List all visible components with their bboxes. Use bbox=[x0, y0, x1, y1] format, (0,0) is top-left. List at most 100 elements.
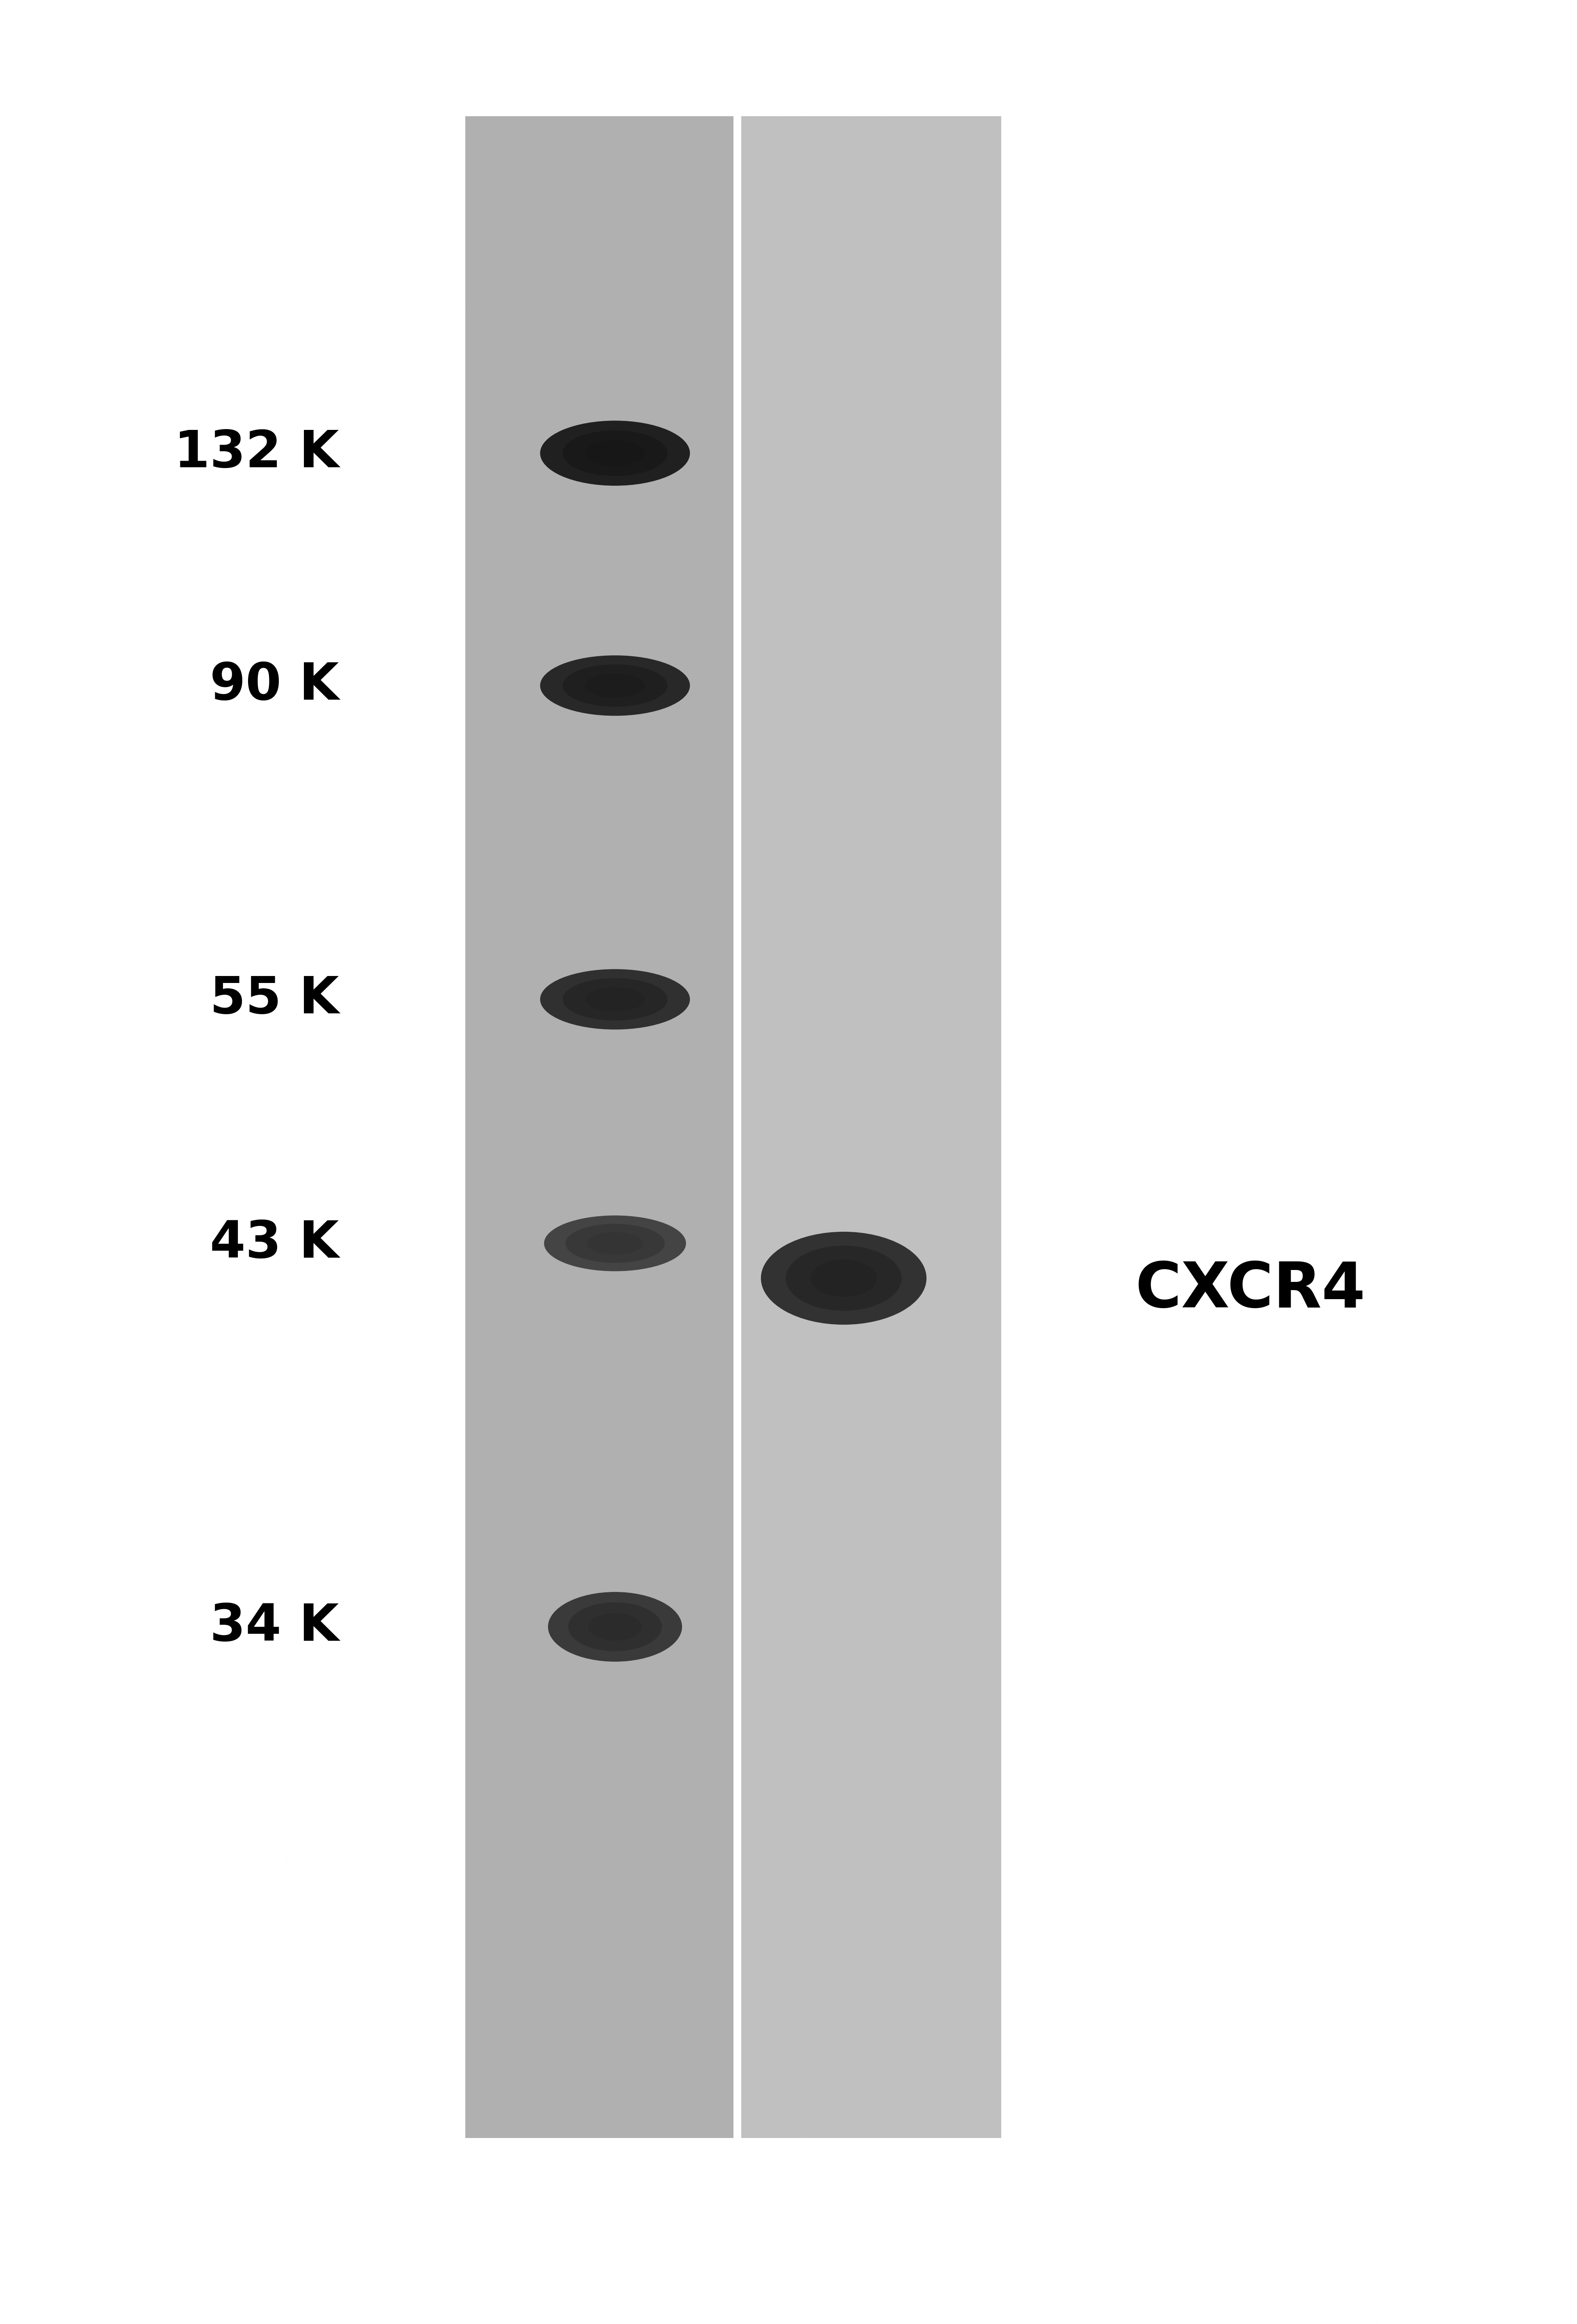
Point bbox=[1415, 0, 1440, 23]
Point bbox=[1374, 1188, 1399, 1225]
Point bbox=[981, 181, 1006, 218]
Point bbox=[121, 695, 147, 732]
Point bbox=[208, 1336, 233, 1373]
Point bbox=[1500, 279, 1525, 316]
Point bbox=[284, 1810, 309, 1848]
Point bbox=[115, 1959, 140, 1996]
Point bbox=[298, 1590, 323, 1627]
Point bbox=[924, 865, 949, 902]
Point bbox=[844, 2092, 869, 2129]
Point bbox=[613, 641, 639, 679]
Point bbox=[71, 1922, 96, 1959]
Point bbox=[487, 263, 513, 300]
Point bbox=[656, 1032, 681, 1069]
Point bbox=[736, 1525, 762, 1562]
Point bbox=[1462, 1987, 1487, 2024]
Point bbox=[63, 1504, 88, 1541]
Point bbox=[943, 1659, 968, 1697]
Point bbox=[913, 572, 938, 609]
Point bbox=[811, 776, 836, 813]
Point bbox=[1392, 1455, 1418, 1492]
Point bbox=[1028, 1808, 1053, 1845]
Point bbox=[490, 1099, 516, 1136]
Point bbox=[341, 1146, 366, 1183]
Point bbox=[1426, 1446, 1451, 1483]
Point bbox=[273, 128, 298, 165]
Point bbox=[1131, 860, 1156, 897]
Point bbox=[792, 1050, 817, 1088]
Point bbox=[99, 1490, 125, 1527]
Point bbox=[1169, 411, 1194, 449]
Point bbox=[994, 753, 1019, 790]
Point bbox=[964, 978, 989, 1016]
Point bbox=[741, 1785, 766, 1822]
Point bbox=[28, 2008, 54, 2045]
Point bbox=[1184, 744, 1210, 781]
Point bbox=[1058, 1376, 1083, 1413]
Point bbox=[1126, 2201, 1151, 2238]
Point bbox=[382, 1638, 407, 1676]
Point bbox=[836, 895, 861, 932]
Point bbox=[1139, 146, 1164, 184]
Point bbox=[1359, 490, 1385, 528]
Point bbox=[699, 1432, 724, 1469]
Point bbox=[792, 2075, 817, 2113]
Point bbox=[516, 1452, 541, 1490]
Point bbox=[213, 1355, 238, 1392]
Point bbox=[487, 2150, 513, 2187]
Point bbox=[1345, 834, 1370, 872]
Point bbox=[1254, 490, 1279, 528]
Point bbox=[17, 1690, 43, 1727]
Point bbox=[891, 349, 916, 386]
Point bbox=[699, 546, 724, 583]
Point bbox=[1547, 1532, 1572, 1569]
Point bbox=[1232, 49, 1257, 86]
Point bbox=[1060, 1060, 1085, 1097]
Point bbox=[536, 858, 561, 895]
Point bbox=[650, 1243, 675, 1281]
Point bbox=[1140, 37, 1165, 74]
Point bbox=[1222, 105, 1247, 142]
Point bbox=[1143, 1327, 1169, 1364]
Point bbox=[144, 184, 169, 221]
Point bbox=[1077, 372, 1102, 409]
Point bbox=[1438, 1109, 1463, 1146]
Point bbox=[1139, 1576, 1164, 1613]
Point bbox=[1126, 1030, 1151, 1067]
Point bbox=[1016, 590, 1041, 627]
Point bbox=[1445, 1243, 1470, 1281]
Point bbox=[1440, 2045, 1465, 2082]
Point bbox=[940, 1369, 965, 1406]
Point bbox=[882, 2013, 907, 2050]
Point bbox=[883, 906, 908, 944]
Point bbox=[77, 1508, 103, 1545]
Point bbox=[880, 574, 905, 611]
Point bbox=[643, 899, 669, 937]
Point bbox=[812, 486, 837, 523]
Point bbox=[295, 63, 320, 100]
Point bbox=[565, 186, 590, 223]
Point bbox=[811, 1346, 836, 1383]
Point bbox=[828, 288, 853, 325]
Point bbox=[1511, 1929, 1536, 1966]
Point bbox=[200, 2196, 226, 2233]
Point bbox=[183, 576, 208, 614]
Point bbox=[718, 372, 743, 409]
Point bbox=[856, 818, 882, 855]
Point bbox=[301, 1820, 326, 1857]
Point bbox=[476, 1789, 501, 1827]
Point bbox=[501, 751, 527, 788]
Point bbox=[1446, 332, 1471, 370]
Point bbox=[65, 899, 90, 937]
Point bbox=[962, 453, 987, 490]
Point bbox=[639, 944, 664, 981]
Point bbox=[711, 151, 736, 188]
Point bbox=[1558, 2143, 1577, 2180]
Point bbox=[858, 600, 883, 637]
Point bbox=[1388, 2215, 1413, 2252]
Point bbox=[55, 1959, 80, 1996]
Point bbox=[1454, 2045, 1479, 2082]
Point bbox=[1528, 1576, 1553, 1613]
Point bbox=[962, 960, 987, 997]
Point bbox=[699, 1594, 724, 1631]
